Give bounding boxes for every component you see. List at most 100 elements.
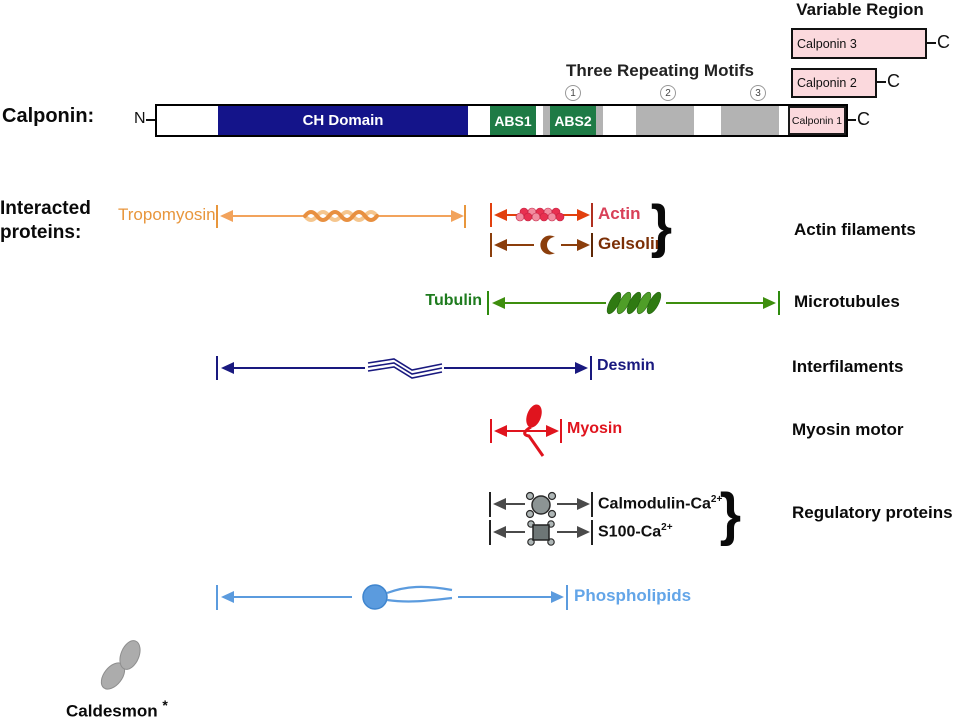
abs2-segment: ABS2 [550, 106, 596, 135]
arrowhead-left [493, 526, 506, 538]
arrowhead-left [221, 591, 234, 603]
arrowhead-left [221, 362, 234, 374]
range-tick [216, 356, 218, 380]
range-tick [591, 203, 593, 227]
actin-label: Actin [598, 204, 641, 223]
arrow-line [505, 503, 525, 505]
gelsolin-icon [540, 235, 555, 255]
calmodulin-icon [525, 491, 557, 519]
arrow-line [458, 596, 553, 598]
s100-text: S100-Ca [598, 523, 662, 541]
group-label-actin-filaments: Actin filaments [794, 220, 916, 239]
range-tick [560, 419, 562, 443]
isoform-box-calponin3: Calponin 3 [791, 28, 927, 59]
group-label-microtubules: Microtubules [794, 292, 900, 311]
c-terminus-label: C [857, 109, 870, 129]
ch-domain-label: CH Domain [302, 112, 384, 129]
motif1-strip-right [596, 106, 603, 135]
ch-domain-segment: CH Domain [218, 106, 468, 135]
arrowhead-left [494, 425, 507, 437]
range-tick [464, 205, 466, 228]
desmin-label: Desmin [597, 357, 655, 374]
caldesmon-blob-icon [100, 640, 141, 690]
three-motifs-title: Three Repeating Motifs [566, 61, 754, 80]
interacted-line2: proteins: [0, 222, 82, 243]
abs1-segment: ABS1 [490, 106, 536, 135]
actin-beads-icon [515, 207, 565, 222]
regulatory-group-brace: } [719, 482, 742, 547]
isoform-label: Calponin 1 [791, 114, 843, 127]
c-terminus-label: C [937, 32, 950, 52]
s100-sup: 2+ [661, 522, 673, 533]
arrow-line [506, 244, 534, 246]
arrowhead-right [551, 591, 564, 603]
group-label-myosin-motor: Myosin motor [792, 420, 904, 439]
abs2-label: ABS2 [554, 112, 592, 129]
myosin-head-icon [523, 404, 545, 457]
arrow-line [666, 302, 764, 304]
range-tick [591, 233, 593, 257]
calmodulin-label: Calmodulin-Ca2+ [598, 494, 722, 513]
arrow-line [444, 367, 576, 369]
range-tick [216, 205, 218, 228]
gelsolin-label: Gelsolin [598, 234, 666, 253]
range-tick [490, 233, 492, 257]
phospholipid-icon [362, 584, 453, 610]
arrow-line [557, 531, 578, 533]
phospholipids-label: Phospholipids [574, 586, 692, 605]
isoform-label: Calponin 3 [797, 36, 857, 51]
motif3-segment [721, 106, 779, 135]
arrowhead-right [577, 498, 590, 510]
c-terminus-label: C [887, 71, 900, 91]
isoform-box-calponin1: Calponin 1 [788, 106, 846, 135]
calmodulin-text: Calmodulin-Ca [598, 495, 711, 513]
motif-number-1: 1 [565, 85, 581, 101]
variable-region-title: Variable Region [796, 0, 924, 19]
tubulin-label: Tubulin [425, 292, 482, 309]
caldesmon-text: Caldesmon [66, 701, 158, 721]
tubulin-helix-icon [606, 291, 662, 315]
arrowhead-right [546, 425, 559, 437]
arrowhead-left [493, 498, 506, 510]
tropomyosin-label: Tropomyosin [118, 205, 216, 224]
arrow-line [504, 302, 606, 304]
arrowhead-right [577, 239, 590, 251]
range-tick [490, 203, 492, 227]
myosin-label: Myosin [567, 420, 623, 437]
motif-number-3: 3 [750, 85, 766, 101]
isoform-box-calponin2: Calponin 2 [791, 68, 877, 98]
arrow-line [561, 244, 578, 246]
arrow-line [233, 215, 305, 217]
calmodulin-sup: 2+ [710, 494, 723, 505]
arrow-line [505, 531, 525, 533]
range-tick [591, 520, 593, 545]
c-terminus-tick [848, 119, 856, 121]
range-tick [489, 520, 491, 545]
caldesmon-asterisk: * [162, 697, 168, 713]
c-terminus-tick [877, 81, 886, 83]
range-tick [489, 492, 491, 517]
arrow-line [379, 215, 451, 217]
arrowhead-right [763, 297, 776, 309]
arrowhead-left [494, 209, 507, 221]
range-tick [591, 492, 593, 517]
caldesmon-label: Caldesmon * [66, 697, 168, 722]
group-label-interfilaments: Interfilaments [792, 357, 904, 376]
arrowhead-right [575, 362, 588, 374]
c-terminus-tick [927, 42, 936, 44]
range-tick [590, 356, 592, 380]
arrow-line [557, 503, 578, 505]
arrow-line [233, 367, 365, 369]
n-terminus-label: N [134, 110, 146, 127]
range-tick [216, 585, 218, 610]
s100-label: S100-Ca2+ [598, 522, 673, 541]
n-terminus-tick [146, 119, 155, 121]
motif2-segment [636, 106, 694, 135]
range-tick [778, 291, 780, 315]
arrowhead-left [494, 239, 507, 251]
arrowhead-right [451, 210, 464, 222]
group-label-regulatory-proteins: Regulatory proteins [792, 503, 953, 522]
desmin-wave-icon [367, 358, 443, 379]
calponin-title: Calponin: [2, 105, 95, 127]
interacted-proteins-title: Interacted proteins: [0, 197, 91, 245]
